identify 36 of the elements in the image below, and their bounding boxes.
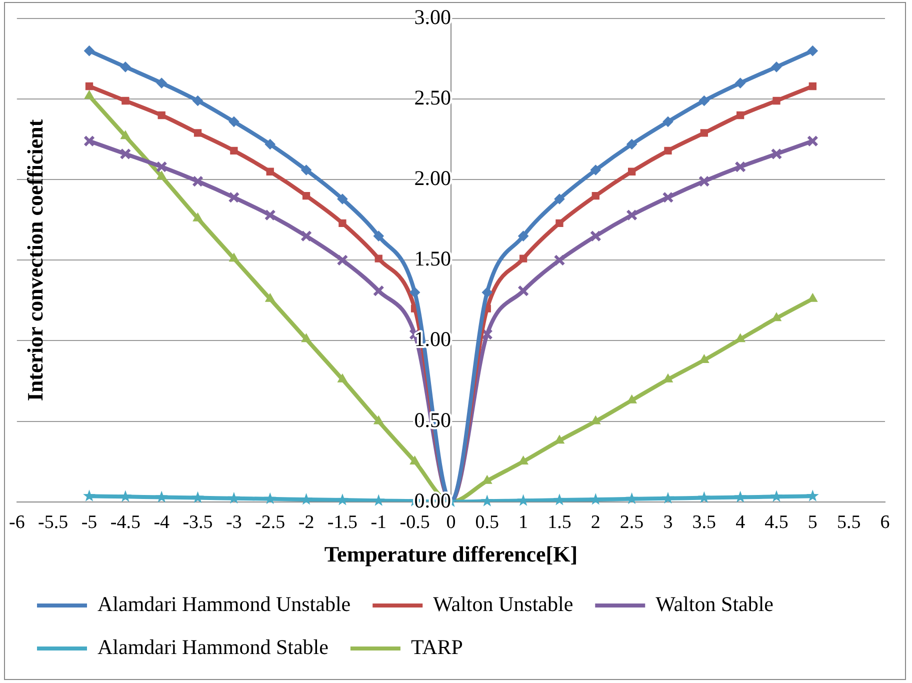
x-tick-label: -3 <box>226 512 242 534</box>
x-axis-title: Temperature difference[K] <box>324 541 578 566</box>
x-tick-label: -5 <box>81 512 98 534</box>
x-tick-label: -2 <box>298 512 314 534</box>
x-tick-label: 4 <box>736 512 746 534</box>
y-tick-label: 2.00 <box>414 166 451 190</box>
legend-label: Walton Unstable <box>433 592 574 616</box>
x-tick-label: 5.5 <box>836 512 861 534</box>
x-tick-label: 3.5 <box>692 512 716 534</box>
y-tick-label: 3.00 <box>414 5 451 30</box>
legend-label: Alamdari Hammond Unstable <box>98 592 351 616</box>
x-tick-label: -4.5 <box>110 512 140 534</box>
legend-label: Alamdari Hammond Stable <box>98 635 328 660</box>
x-tick-label: 5 <box>808 512 818 534</box>
x-tick-label: 1.5 <box>548 512 572 534</box>
x-tick-label: 0 <box>446 512 456 534</box>
x-tick-label: 3 <box>663 512 673 534</box>
x-tick-label: -1 <box>370 512 387 534</box>
x-tick-label: -5.5 <box>38 512 68 534</box>
x-tick-label: -6 <box>9 512 25 534</box>
x-tick-label: -2.5 <box>255 512 286 534</box>
y-axis-title: Interior convection coefficient <box>22 118 48 402</box>
x-tick-label: -3.5 <box>182 512 213 534</box>
x-tick-label: 2.5 <box>620 512 644 534</box>
x-tick-label: -4 <box>154 512 170 534</box>
x-tick-label: -1.5 <box>327 512 358 534</box>
x-tick-label: 4.5 <box>764 512 788 534</box>
x-tick-label: -0.5 <box>400 512 430 534</box>
x-tick-label: 6 <box>880 512 890 534</box>
legend-label: Walton Stable <box>656 592 774 616</box>
y-tick-label: 2.50 <box>414 86 451 110</box>
x-tick-label: 1 <box>518 512 528 534</box>
x-tick-label: 2 <box>590 512 600 534</box>
x-tick-label: 0.5 <box>475 512 499 534</box>
legend-label: TARP <box>410 635 463 660</box>
y-tick-label: 1.50 <box>414 246 451 271</box>
